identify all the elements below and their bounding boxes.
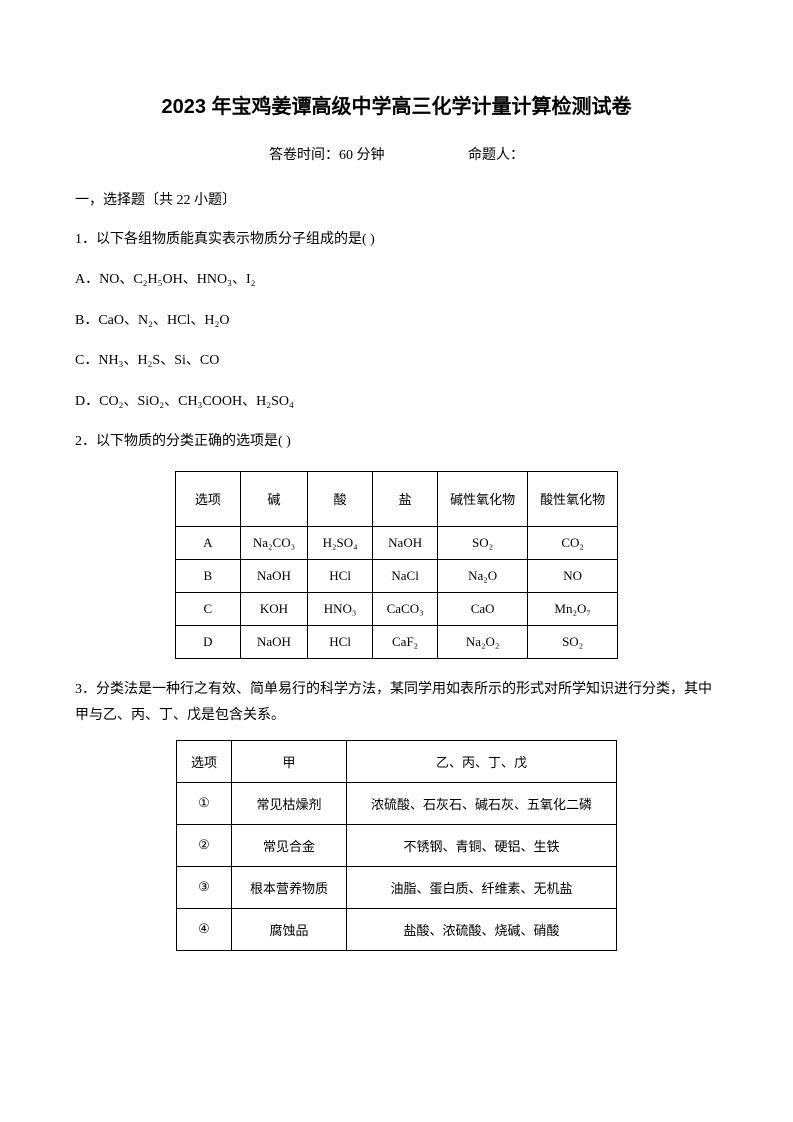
table-row: B NaOH HCl NaCl Na₂O NO — [175, 560, 617, 593]
table-row: D NaOH HCl CaF₂ Na₂O₂ SO₂ — [175, 626, 617, 659]
q3-stem: 3．分类法是一种行之有效、简单易行的科学方法，某同学用如表所示的形式对所学知识进… — [75, 677, 718, 727]
table-cell: NaOH — [240, 560, 307, 593]
q1-option-d: D．CO₂、SiO₂、CH₃COOH、H₂SO₄ — [75, 391, 718, 413]
table-header: 酸 — [308, 472, 373, 527]
table-row: ④ 腐蚀品 盐酸、浓硫酸、烧碱、硝酸 — [177, 908, 617, 950]
table-cell: D — [175, 626, 240, 659]
q3-table: 选项 甲 乙、丙、丁、戊 ① 常见枯燥剂 浓硫酸、石灰石、碱石灰、五氧化二磷 ②… — [176, 740, 617, 951]
table-cell: B — [175, 560, 240, 593]
table-cell: 盐酸、浓硫酸、烧碱、硝酸 — [347, 908, 617, 950]
table-row: ① 常见枯燥剂 浓硫酸、石灰石、碱石灰、五氧化二磷 — [177, 782, 617, 824]
table-cell: NaOH — [373, 527, 438, 560]
table-cell: ④ — [177, 908, 232, 950]
table-cell: HCl — [308, 560, 373, 593]
q1-option-c: C．NH₃、H₂S、Si、CO — [75, 350, 718, 372]
table-cell: NaOH — [240, 626, 307, 659]
table-cell: NaCl — [373, 560, 438, 593]
table-header: 盐 — [373, 472, 438, 527]
table-cell: 不锈钢、青铜、硬铝、生铁 — [347, 824, 617, 866]
table-header-row: 选项 碱 酸 盐 碱性氧化物 酸性氧化物 — [175, 472, 617, 527]
table-header: 酸性氧化物 — [528, 472, 618, 527]
table-cell: CaCO₃ — [373, 593, 438, 626]
table-cell: ② — [177, 824, 232, 866]
table-cell: SO₂ — [438, 527, 528, 560]
q2-table: 选项 碱 酸 盐 碱性氧化物 酸性氧化物 A Na₂CO₃ H₂SO₄ NaOH… — [175, 471, 618, 659]
section-header: 一，选择题〔共 22 小题〕 — [75, 189, 718, 209]
table-cell: NO — [528, 560, 618, 593]
table-row: C KOH HNO₃ CaCO₃ CaO Mn₂O₇ — [175, 593, 617, 626]
table-cell: C — [175, 593, 240, 626]
table-cell: HCl — [308, 626, 373, 659]
q1-option-a: A．NO、C₂H₅OH、HNO₃、I₂ — [75, 269, 718, 291]
table-cell: HNO₃ — [308, 593, 373, 626]
table-cell: A — [175, 527, 240, 560]
table-header-row: 选项 甲 乙、丙、丁、戊 — [177, 740, 617, 782]
table-cell: Mn₂O₇ — [528, 593, 618, 626]
table-cell: CaO — [438, 593, 528, 626]
table-cell: Na₂O₂ — [438, 626, 528, 659]
table-cell: H₂SO₄ — [308, 527, 373, 560]
table-row: A Na₂CO₃ H₂SO₄ NaOH SO₂ CO₂ — [175, 527, 617, 560]
table-cell: ③ — [177, 866, 232, 908]
table-header: 选项 — [175, 472, 240, 527]
exam-title: 2023 年宝鸡姜谭高级中学高三化学计量计算检测试卷 — [75, 90, 718, 119]
table-cell: 根本营养物质 — [232, 866, 347, 908]
time-label: 答卷时间：60 分钟 — [269, 144, 385, 164]
table-cell: CaF₂ — [373, 626, 438, 659]
table-cell: 腐蚀品 — [232, 908, 347, 950]
author-label: 命题人： — [468, 144, 524, 164]
q1-stem: 1．以下各组物质能真实表示物质分子组成的是( ) — [75, 229, 718, 251]
table-cell: CO₂ — [528, 527, 618, 560]
table-header: 碱性氧化物 — [438, 472, 528, 527]
table-row: ③ 根本营养物质 油脂、蛋白质、纤维素、无机盐 — [177, 866, 617, 908]
table-row: ② 常见合金 不锈钢、青铜、硬铝、生铁 — [177, 824, 617, 866]
q1-option-b: B．CaO、N₂、HCl、H₂O — [75, 310, 718, 332]
table-header: 甲 — [232, 740, 347, 782]
table-cell: 浓硫酸、石灰石、碱石灰、五氧化二磷 — [347, 782, 617, 824]
table-cell: SO₂ — [528, 626, 618, 659]
table-header: 选项 — [177, 740, 232, 782]
table-cell: Na₂CO₃ — [240, 527, 307, 560]
q2-stem: 2．以下物质的分类正确的选项是( ) — [75, 431, 718, 453]
table-cell: 常见合金 — [232, 824, 347, 866]
table-cell: KOH — [240, 593, 307, 626]
table-cell: 油脂、蛋白质、纤维素、无机盐 — [347, 866, 617, 908]
table-cell: Na₂O — [438, 560, 528, 593]
table-header: 碱 — [240, 472, 307, 527]
table-header: 乙、丙、丁、戊 — [347, 740, 617, 782]
meta-row: 答卷时间：60 分钟 命题人： — [75, 144, 718, 164]
table-cell: ① — [177, 782, 232, 824]
table-cell: 常见枯燥剂 — [232, 782, 347, 824]
